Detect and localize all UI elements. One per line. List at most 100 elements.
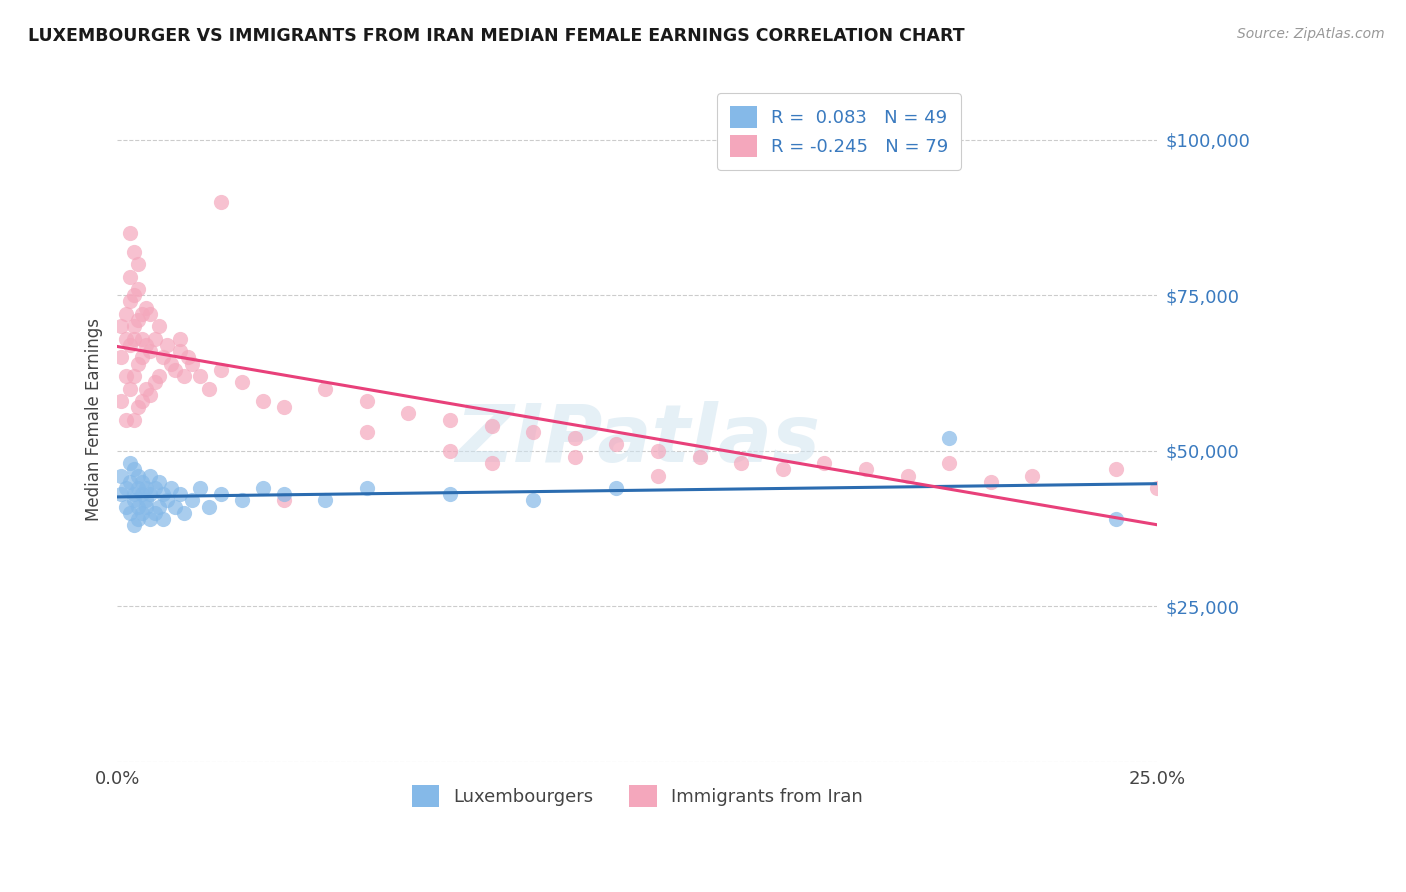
Point xyxy=(605,437,627,451)
Point xyxy=(131,307,153,321)
Point xyxy=(143,332,166,346)
Point xyxy=(135,481,157,495)
Point xyxy=(396,406,419,420)
Point xyxy=(127,468,149,483)
Point xyxy=(131,393,153,408)
Point xyxy=(209,194,232,209)
Point xyxy=(356,425,378,439)
Point xyxy=(356,481,378,495)
Point xyxy=(131,351,153,365)
Text: ZIPatlas: ZIPatlas xyxy=(454,401,820,479)
Point xyxy=(314,493,336,508)
Point xyxy=(252,481,274,495)
Point xyxy=(122,487,145,501)
Point xyxy=(118,475,141,489)
Point xyxy=(148,319,170,334)
Point xyxy=(647,443,669,458)
Point xyxy=(197,500,219,514)
Point xyxy=(190,369,212,384)
Point xyxy=(173,506,195,520)
Point xyxy=(1104,462,1126,476)
Point xyxy=(252,393,274,408)
Point xyxy=(122,288,145,302)
Point xyxy=(135,500,157,514)
Point xyxy=(197,382,219,396)
Point xyxy=(139,344,162,359)
Point xyxy=(110,468,132,483)
Point xyxy=(439,412,461,426)
Point xyxy=(122,319,145,334)
Point xyxy=(139,388,162,402)
Point xyxy=(114,307,136,321)
Legend: Luxembourgers, Immigrants from Iran: Luxembourgers, Immigrants from Iran xyxy=(405,778,870,814)
Point xyxy=(143,376,166,390)
Point xyxy=(160,357,183,371)
Point xyxy=(772,462,794,476)
Point xyxy=(118,226,141,240)
Point xyxy=(139,307,162,321)
Point xyxy=(156,493,179,508)
Point xyxy=(522,493,544,508)
Point xyxy=(110,487,132,501)
Point xyxy=(605,481,627,495)
Point xyxy=(131,332,153,346)
Point xyxy=(143,506,166,520)
Point xyxy=(481,418,503,433)
Point xyxy=(110,351,132,365)
Point xyxy=(122,518,145,533)
Point xyxy=(118,382,141,396)
Point xyxy=(231,376,253,390)
Point xyxy=(122,412,145,426)
Point xyxy=(135,338,157,352)
Point xyxy=(122,244,145,259)
Point xyxy=(165,363,187,377)
Point xyxy=(127,313,149,327)
Point xyxy=(165,500,187,514)
Point xyxy=(122,332,145,346)
Point xyxy=(131,475,153,489)
Point xyxy=(209,363,232,377)
Point xyxy=(148,475,170,489)
Point xyxy=(118,338,141,352)
Point xyxy=(156,338,179,352)
Point xyxy=(152,512,174,526)
Point xyxy=(131,506,153,520)
Point xyxy=(181,357,204,371)
Point xyxy=(231,493,253,508)
Point xyxy=(855,462,877,476)
Point xyxy=(730,456,752,470)
Point xyxy=(647,468,669,483)
Point xyxy=(139,487,162,501)
Point xyxy=(273,487,295,501)
Point xyxy=(689,450,711,464)
Point xyxy=(160,481,183,495)
Point xyxy=(127,500,149,514)
Point xyxy=(122,462,145,476)
Text: LUXEMBOURGER VS IMMIGRANTS FROM IRAN MEDIAN FEMALE EARNINGS CORRELATION CHART: LUXEMBOURGER VS IMMIGRANTS FROM IRAN MED… xyxy=(28,27,965,45)
Point xyxy=(148,369,170,384)
Point xyxy=(122,493,145,508)
Point xyxy=(127,357,149,371)
Point xyxy=(169,332,191,346)
Point xyxy=(114,412,136,426)
Point xyxy=(813,456,835,470)
Point xyxy=(114,332,136,346)
Point xyxy=(439,443,461,458)
Point xyxy=(314,382,336,396)
Point xyxy=(273,493,295,508)
Point xyxy=(564,450,586,464)
Point xyxy=(118,269,141,284)
Point xyxy=(1104,512,1126,526)
Point xyxy=(143,481,166,495)
Point xyxy=(135,382,157,396)
Point xyxy=(152,351,174,365)
Point xyxy=(481,456,503,470)
Point xyxy=(110,319,132,334)
Point xyxy=(127,282,149,296)
Point xyxy=(181,493,204,508)
Point xyxy=(1021,468,1043,483)
Point xyxy=(114,369,136,384)
Point xyxy=(118,294,141,309)
Point xyxy=(980,475,1002,489)
Point xyxy=(1146,481,1168,495)
